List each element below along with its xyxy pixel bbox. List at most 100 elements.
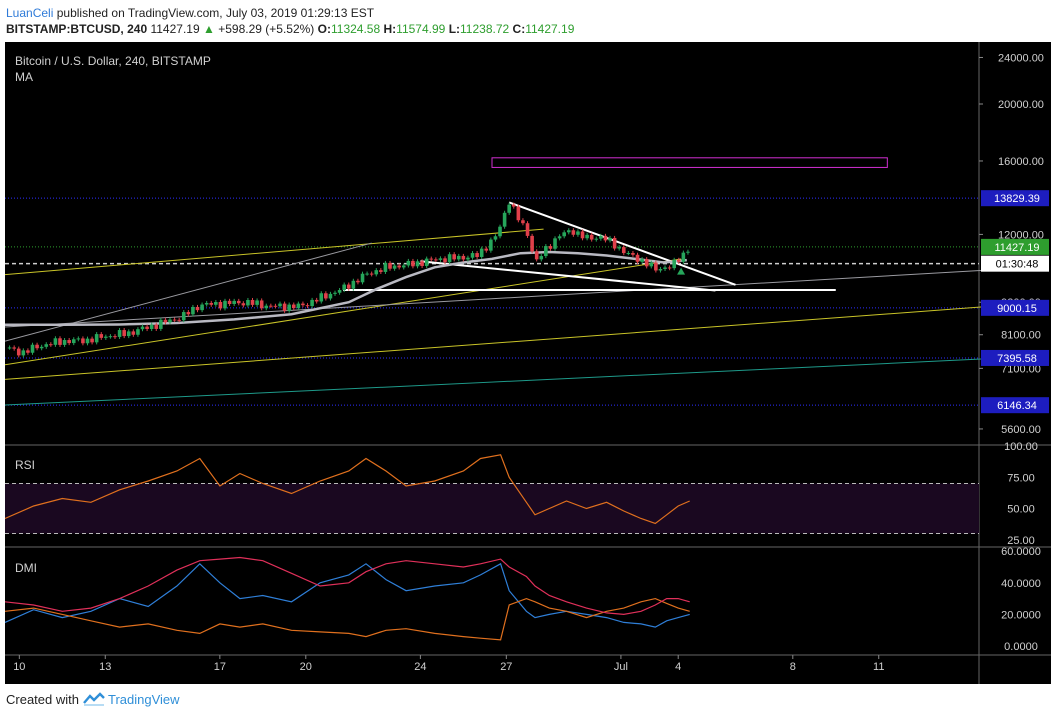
candle-body: [131, 331, 136, 335]
price-badge-text: 13829.39: [994, 193, 1040, 205]
candle-body: [305, 305, 310, 307]
candle-body: [159, 319, 163, 329]
high-value: 11574.99: [396, 22, 446, 36]
candle-body: [502, 212, 507, 227]
candle-body: [94, 334, 99, 343]
x-tick-label: 20: [300, 661, 312, 673]
candle-body: [644, 259, 649, 267]
candle-body: [21, 350, 26, 356]
candle-body: [282, 303, 287, 311]
y-tick-label: 12000.00: [998, 229, 1044, 241]
dmi-label[interactable]: DMI: [15, 561, 37, 575]
candle-body: [67, 340, 71, 344]
publish-info: LuanCeli published on TradingView.com, J…: [6, 6, 374, 20]
candle-body: [461, 255, 466, 260]
candle-body: [521, 220, 525, 224]
candle-body: [489, 239, 493, 251]
candle-body: [686, 251, 690, 253]
trendline-white: [508, 201, 736, 286]
close-label: C:: [512, 22, 526, 36]
x-tick-label: Jul: [614, 661, 628, 673]
trendline-white: [420, 260, 716, 292]
y-tick-label: 16000.00: [998, 156, 1044, 168]
candle-body: [470, 253, 475, 258]
candle-body: [85, 338, 90, 344]
candle-body: [511, 204, 516, 207]
candle-body: [539, 256, 544, 260]
chart-title: Bitcoin / U.S. Dollar, 240, BITSTAMP: [15, 54, 211, 68]
tradingview-link[interactable]: TradingView: [108, 692, 180, 707]
candle-body: [90, 338, 94, 343]
candle-body: [667, 267, 672, 269]
price-badge-text: 7395.58: [997, 353, 1037, 365]
candle-body: [227, 300, 232, 304]
candle-body: [328, 293, 333, 299]
x-tick-label: 10: [13, 661, 25, 673]
x-tick-label: 11: [873, 661, 884, 673]
candle-body: [484, 248, 489, 251]
candle-body: [136, 329, 140, 335]
price-change: +598.29 (+5.52%): [218, 22, 315, 36]
candle-body: [534, 251, 539, 260]
candle-body: [113, 336, 117, 338]
candle-body: [576, 231, 580, 235]
candle-body: [360, 273, 365, 283]
candle-body: [58, 338, 62, 345]
rsi-line: [5, 454, 690, 525]
candle-body: [76, 338, 81, 340]
open-label: O:: [317, 22, 331, 36]
candle-body: [39, 346, 44, 349]
candle-body: [310, 299, 314, 307]
price-badge-level: [981, 190, 1049, 207]
candle-body: [246, 299, 250, 306]
candle-body: [333, 292, 337, 294]
tradingview-logo-icon: [82, 692, 105, 709]
y-tick-label: 5600.00: [1001, 424, 1041, 436]
indicator-label[interactable]: MA: [15, 70, 33, 84]
close-value: 11427.19: [525, 22, 575, 36]
candle-body: [356, 280, 360, 283]
candle-body: [493, 236, 498, 240]
candle-body: [585, 234, 589, 239]
up-arrow-icon: ▲: [202, 22, 215, 36]
candle-body: [383, 262, 388, 272]
candle-body: [291, 304, 296, 309]
candle-body: [204, 302, 209, 305]
price-badge-last: [981, 238, 1049, 255]
candle-body: [223, 300, 227, 309]
price-badge-text: 01:30:48: [996, 259, 1039, 271]
candle-body: [429, 258, 434, 260]
candle-body: [126, 331, 131, 337]
x-tick-label: 24: [414, 661, 426, 673]
candle-body: [631, 253, 635, 255]
candle-body: [26, 350, 30, 353]
chart-background: [5, 42, 1051, 684]
candle-body: [337, 290, 342, 293]
candle-body: [672, 259, 676, 269]
candle-body: [264, 305, 269, 309]
rsi-tick-label: 75.00: [1007, 472, 1035, 484]
candle-body: [406, 260, 411, 266]
candle-body: [594, 238, 599, 240]
candle-body: [191, 306, 195, 315]
candle-body: [104, 336, 108, 338]
author-link[interactable]: LuanCeli: [6, 6, 54, 20]
candle-body: [658, 268, 663, 271]
candle-body: [140, 326, 145, 330]
candle-body: [81, 338, 85, 344]
candle-body: [346, 284, 351, 289]
candle-body: [186, 312, 191, 315]
candle-body: [71, 339, 76, 344]
candle-body: [324, 293, 328, 299]
candle-body: [214, 302, 218, 305]
rsi-label[interactable]: RSI: [15, 458, 35, 472]
candle-body: [273, 305, 278, 307]
candle-body: [200, 304, 204, 311]
chart-area[interactable]: 24000.0020000.0016000.0012000.009200.008…: [5, 42, 1051, 684]
candle-body: [351, 280, 356, 289]
created-with-text: Created with: [6, 692, 79, 707]
ma-line: [5, 250, 687, 327]
candle-body: [475, 253, 479, 257]
price-badge-text: 11427.19: [994, 242, 1039, 254]
dmi-line-adx: [5, 556, 690, 616]
